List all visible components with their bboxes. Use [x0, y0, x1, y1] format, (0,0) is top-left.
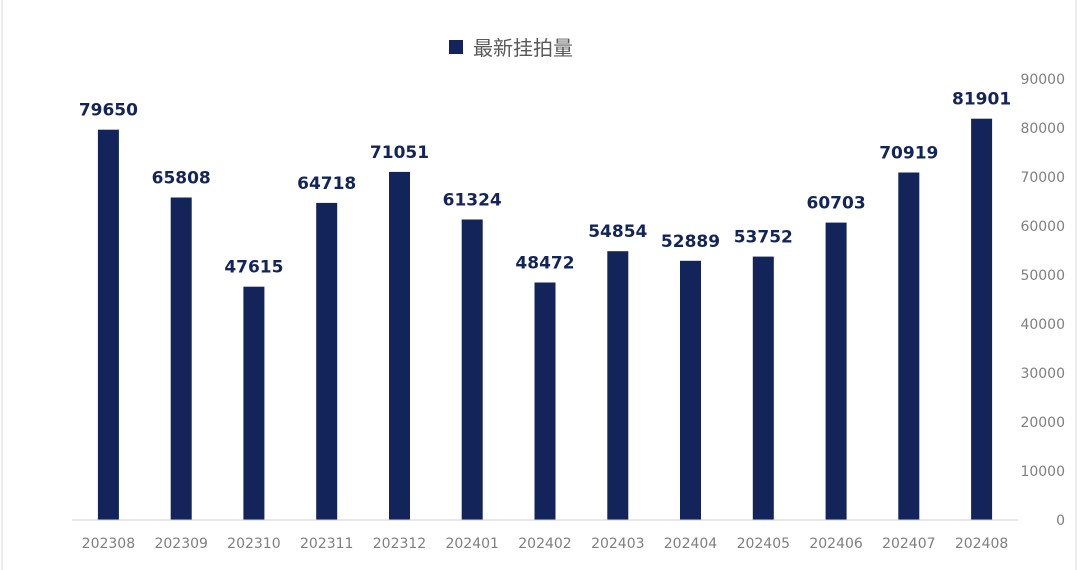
bar-202308	[98, 130, 119, 520]
bar-202312	[389, 172, 410, 520]
x-tick-label-202403: 202403	[591, 536, 644, 552]
data-label-202401: 61324	[443, 191, 502, 211]
data-labels-group: 79650 65808 47615 64718 71051 61324 48472 54854…	[79, 90, 1011, 278]
legend-label: 最新挂拍量	[473, 36, 573, 60]
bar-202406	[826, 223, 847, 520]
data-label-202408: 81901	[952, 90, 1011, 110]
data-label-202312: 71051	[370, 143, 429, 163]
y-tick-label-0: 0	[1056, 513, 1065, 529]
y-tick-label-60000: 60000	[1020, 219, 1065, 235]
bar-202405	[753, 257, 774, 520]
bar-202404	[680, 261, 701, 520]
y-tick-label-50000: 50000	[1020, 268, 1065, 284]
x-tick-label-202310: 202310	[227, 536, 280, 552]
data-label-202403: 54854	[588, 222, 647, 242]
legend-swatch	[449, 40, 463, 54]
x-tick-label-202408: 202408	[955, 536, 1008, 552]
bar-202403	[607, 251, 628, 520]
data-label-202406: 60703	[807, 194, 866, 214]
x-tick-label-202311: 202311	[300, 536, 353, 552]
data-label-202310: 47615	[224, 258, 283, 278]
y-tick-label-90000: 90000	[1020, 72, 1065, 88]
bar-202309	[171, 198, 192, 521]
x-tick-label-202402: 202402	[518, 536, 571, 552]
x-tick-label-202401: 202401	[445, 536, 498, 552]
legend: 最新挂拍量	[449, 36, 573, 60]
x-tick-label-202312: 202312	[373, 536, 426, 552]
data-label-202404: 52889	[661, 232, 720, 252]
data-label-202405: 53752	[734, 228, 793, 248]
x-tick-label-202309: 202309	[154, 536, 207, 552]
bars-group	[98, 119, 992, 520]
data-label-202308: 79650	[79, 101, 138, 121]
y-tick-label-30000: 30000	[1020, 366, 1065, 382]
x-axis-tick-labels: 202308 202309 202310 202311 202312 202401 2024…	[82, 536, 1009, 552]
x-tick-label-202407: 202407	[882, 536, 935, 552]
y-tick-label-40000: 40000	[1020, 317, 1065, 333]
bar-202401	[462, 220, 483, 521]
bar-202402	[535, 283, 556, 521]
data-label-202309: 65808	[152, 169, 211, 189]
y-tick-label-10000: 10000	[1020, 464, 1065, 480]
data-label-202402: 48472	[515, 254, 574, 274]
x-tick-label-202405: 202405	[737, 536, 790, 552]
y-tick-label-20000: 20000	[1020, 415, 1065, 431]
bar-202408	[971, 119, 992, 520]
y-tick-label-70000: 70000	[1020, 170, 1065, 186]
y-tick-label-80000: 80000	[1020, 121, 1065, 137]
data-label-202311: 64718	[297, 174, 356, 194]
x-tick-label-202406: 202406	[809, 536, 863, 552]
bar-202311	[316, 203, 337, 520]
bar-202310	[243, 287, 264, 520]
data-label-202407: 70919	[879, 144, 938, 164]
bar-202407	[898, 173, 919, 521]
y-axis-tick-labels: 0 10000 20000 30000 40000 50000 60000 70000 8000…	[1020, 72, 1065, 529]
x-tick-label-202404: 202404	[664, 536, 718, 552]
x-tick-label-202308: 202308	[82, 536, 135, 552]
